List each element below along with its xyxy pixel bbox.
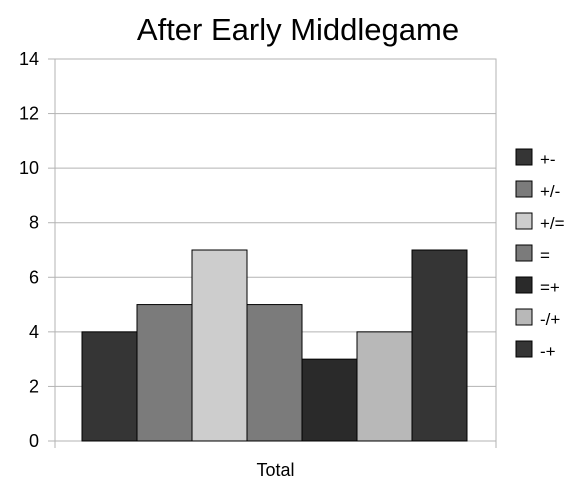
- legend-label: -/+: [540, 310, 560, 329]
- legend-label: -+: [540, 342, 556, 361]
- legend-swatch: [515, 212, 533, 230]
- y-tick-label: 4: [29, 322, 39, 342]
- legend-swatch: [515, 180, 533, 198]
- legend-swatch: [515, 148, 533, 166]
- bar-3: [191, 249, 248, 442]
- legend-label: +/=: [540, 214, 565, 233]
- bar-5: [301, 358, 358, 442]
- x-axis: Total: [54, 441, 497, 480]
- bars: [81, 249, 468, 442]
- y-tick-label: 0: [29, 431, 39, 451]
- bar-7: [411, 249, 468, 442]
- y-tick-label: 10: [19, 158, 39, 178]
- legend-label: +-: [540, 150, 556, 169]
- legend-swatch: [515, 308, 533, 326]
- legend-label: =: [540, 246, 550, 265]
- bar-4: [246, 304, 303, 442]
- y-axis: 0 2 4 6 8 10 12 14: [19, 49, 55, 451]
- y-tick-label: 6: [29, 267, 39, 287]
- bar-6: [356, 331, 413, 442]
- bar-1: [81, 331, 138, 442]
- y-tick-label: 8: [29, 213, 39, 233]
- legend-label: =+: [540, 278, 560, 297]
- x-category-label: Total: [256, 460, 294, 480]
- bar-2: [136, 304, 193, 442]
- legend-swatch: [515, 340, 533, 358]
- legend-swatch: [515, 276, 533, 294]
- legend-swatch: [515, 244, 533, 262]
- chart-title: After Early Middlegame: [137, 12, 459, 47]
- y-tick-label: 12: [19, 104, 39, 124]
- y-tick-label: 14: [19, 49, 39, 69]
- y-tick-label: 2: [29, 376, 39, 396]
- legend: +- +/- +/= = =+ -/+ -+: [515, 148, 565, 361]
- legend-label: +/-: [540, 182, 560, 201]
